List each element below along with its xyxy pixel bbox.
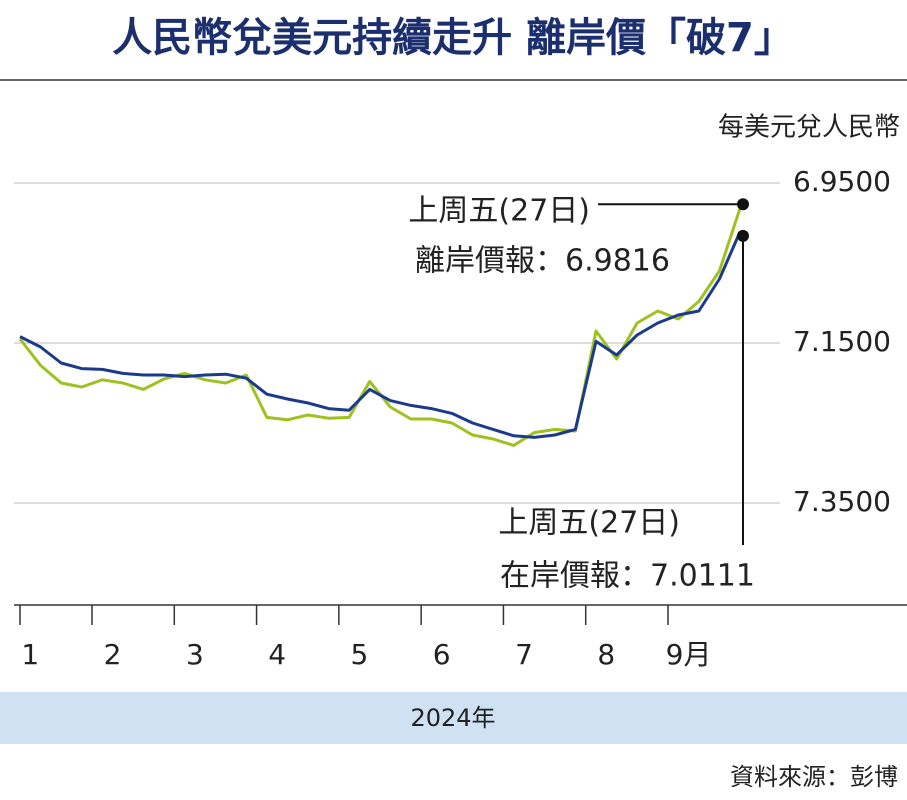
source: 資料來源：彭博 bbox=[730, 763, 898, 791]
annotation: 上周五(27日) bbox=[498, 506, 680, 541]
leader-dot bbox=[737, 198, 749, 211]
x-tick-label: 3 bbox=[186, 638, 204, 671]
series-line bbox=[19, 231, 742, 439]
x-tick-label: 8 bbox=[597, 638, 615, 671]
annotation: 在岸價報：7.0111 bbox=[500, 559, 755, 594]
x-tick-label: 5 bbox=[351, 638, 369, 671]
x-tick-label: 6 bbox=[433, 638, 451, 671]
y-tick-label: 6.9500 bbox=[793, 165, 891, 198]
y-axis-label: 每美元兌人民幣 bbox=[718, 113, 900, 143]
x-tick-label: 1 bbox=[21, 638, 39, 671]
x-tick-label: 9月 bbox=[666, 638, 712, 671]
y-tick-label: 7.3500 bbox=[793, 485, 891, 518]
year-band bbox=[0, 692, 907, 744]
x-tick-label: 2 bbox=[104, 638, 122, 671]
x-axis-label: 2024年 bbox=[410, 704, 495, 732]
chart-title: 人民幣兌美元持續走升 離岸價「破7」 bbox=[112, 15, 794, 61]
x-tick-label: 4 bbox=[268, 638, 286, 671]
x-tick-label: 7 bbox=[515, 638, 533, 671]
annotation: 上周五(27日) bbox=[408, 194, 590, 229]
y-tick-label: 7.1500 bbox=[793, 325, 891, 358]
annotation: 離岸價報：6.9816 bbox=[415, 244, 670, 279]
